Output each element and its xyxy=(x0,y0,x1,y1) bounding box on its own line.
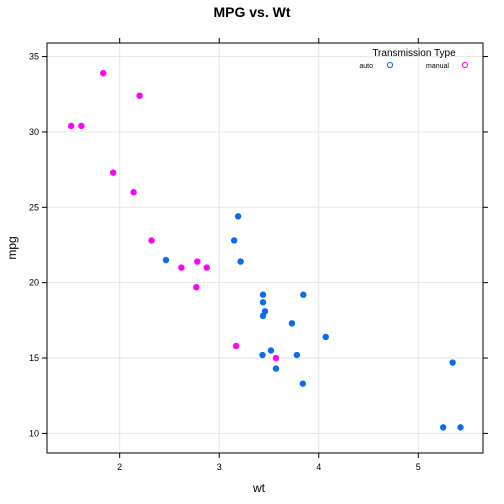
grid xyxy=(47,43,483,453)
chart-title: MPG vs. Wt xyxy=(213,4,290,20)
y-tick-label: 30 xyxy=(29,127,39,137)
data-point-manual xyxy=(78,122,85,130)
data-point-auto xyxy=(259,299,267,306)
x-tick-label: 3 xyxy=(217,462,222,472)
data-point-manual xyxy=(178,264,185,271)
x-tick-label: 2 xyxy=(117,462,122,472)
data-point-manual xyxy=(193,283,200,291)
data-point-auto xyxy=(272,365,280,372)
data-point-manual xyxy=(203,264,210,271)
data-point-manual xyxy=(130,189,137,196)
legend-title: Transmission Type xyxy=(372,48,456,59)
data-point-manual xyxy=(232,342,240,350)
data-point-manual xyxy=(100,69,107,77)
data-point-manual xyxy=(148,237,155,244)
legend-marker-auto xyxy=(386,61,394,69)
data-points xyxy=(67,69,464,431)
legend: Transmission Type auto manual xyxy=(359,48,469,70)
legend-marker-manual xyxy=(461,61,469,69)
data-point-auto xyxy=(293,351,301,359)
data-point-auto xyxy=(322,333,329,341)
x-tick-label: 5 xyxy=(416,462,421,472)
data-point-auto xyxy=(267,347,275,354)
data-point-auto xyxy=(230,237,238,244)
data-point-auto xyxy=(234,213,242,220)
data-point-auto xyxy=(237,258,244,265)
y-tick-label: 35 xyxy=(29,52,39,62)
data-point-auto xyxy=(300,291,307,298)
y-tick-label: 15 xyxy=(29,353,39,363)
axis-ticks: 2 3 4 5 10 15 20 25 30 35 xyxy=(29,38,488,472)
data-point-auto xyxy=(259,291,267,298)
x-tick-label: 4 xyxy=(316,462,321,472)
data-point-auto xyxy=(288,320,296,327)
data-point-manual xyxy=(67,122,75,130)
data-point-manual xyxy=(109,169,117,176)
x-axis-label: wt xyxy=(252,481,266,495)
data-point-manual xyxy=(272,354,280,362)
legend-label-manual: manual xyxy=(426,63,449,70)
plot-frame xyxy=(46,42,484,454)
y-axis-label: mpg xyxy=(5,236,19,259)
data-point-auto xyxy=(299,380,307,387)
y-tick-label: 10 xyxy=(29,428,39,438)
data-point-manual xyxy=(136,92,143,99)
data-point-auto xyxy=(259,351,266,359)
data-point-auto xyxy=(457,424,464,431)
legend-label-auto: auto xyxy=(359,63,373,70)
data-point-auto xyxy=(439,424,447,431)
y-tick-label: 25 xyxy=(29,202,39,212)
data-point-auto xyxy=(449,359,456,366)
data-point-auto xyxy=(259,312,267,320)
y-tick-label: 20 xyxy=(29,278,39,288)
data-point-manual xyxy=(194,258,201,265)
data-point-auto xyxy=(162,256,170,264)
